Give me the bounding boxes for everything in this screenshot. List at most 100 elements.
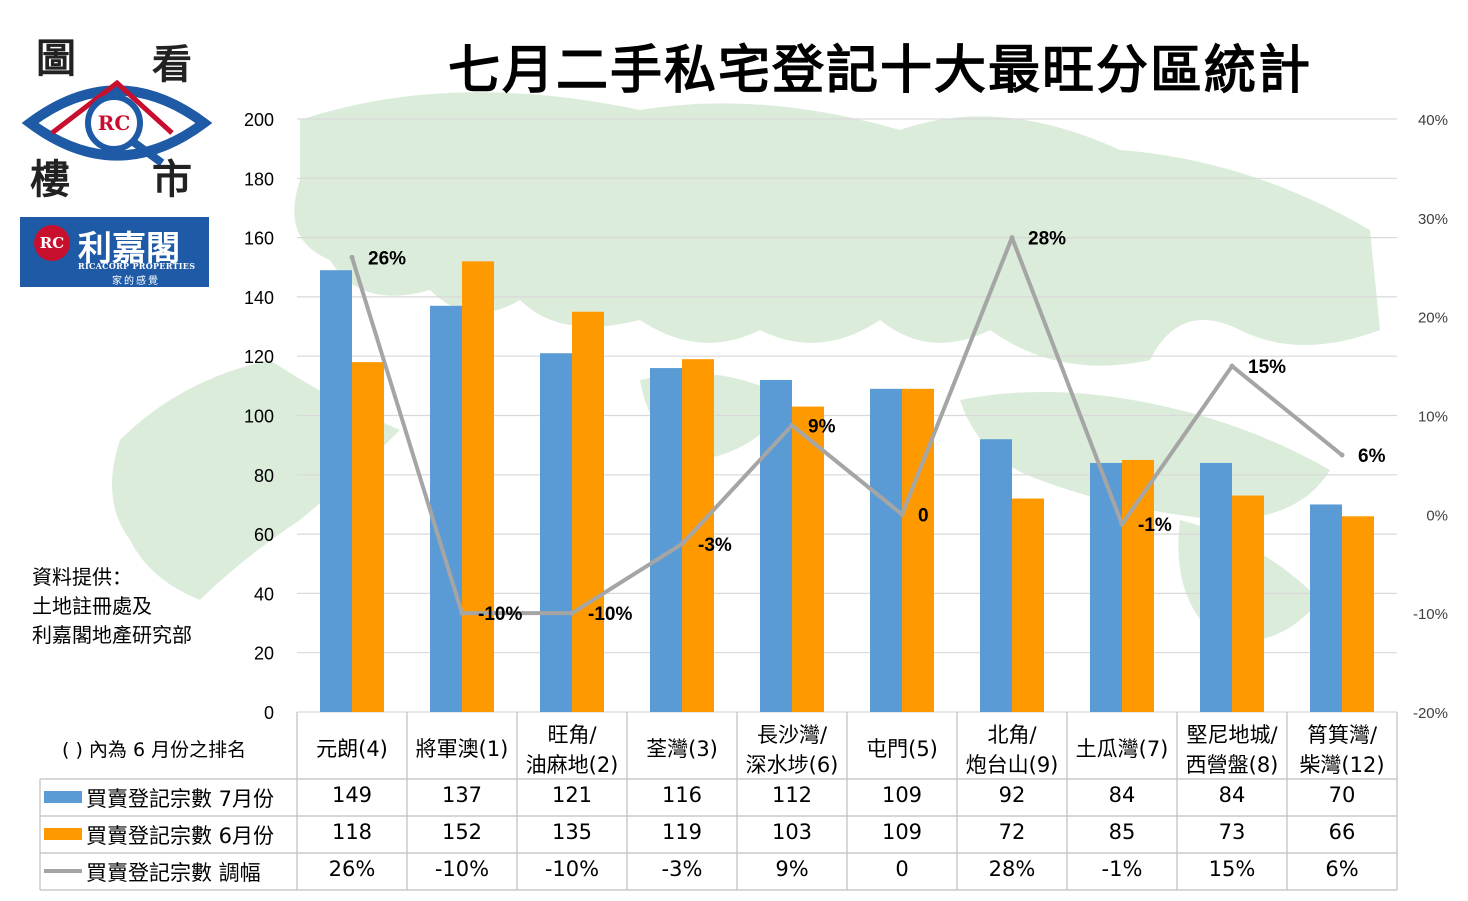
brand-mark-icon: RC [34, 225, 70, 261]
bar-july-3 [540, 353, 572, 712]
category-label: 將軍澳(1) [415, 737, 509, 761]
category-label: 筲箕灣/ [1306, 723, 1378, 747]
table-value-cell: -1% [1101, 857, 1143, 881]
change-data-label-2: -10% [478, 604, 522, 625]
bar-june-10 [1342, 516, 1374, 712]
change-data-label-8: -1% [1138, 515, 1172, 536]
table-value-cell: 109 [881, 820, 923, 844]
bar-june-7 [1012, 498, 1044, 712]
y-tick-label: 160 [244, 229, 274, 249]
brand-badge: RC 利嘉閣 RICACORP PROPERTIES 家的感覺 [20, 217, 209, 287]
y2-tick-label: 30% [1418, 211, 1448, 228]
table-value-cell: 84 [1218, 783, 1246, 807]
source-note: 資料提供： 土地註冊處及 利嘉閣地產研究部 [32, 563, 192, 650]
brand-english-name: RICACORP PROPERTIES [78, 261, 196, 271]
change-data-label-10: 6% [1358, 446, 1386, 467]
change-data-label-1: 26% [368, 248, 406, 269]
y-tick-label: 100 [244, 407, 274, 427]
bar-june-6 [902, 388, 934, 712]
table-value-cell: 0 [895, 857, 909, 881]
category-label: 柴灣(12) [1299, 753, 1385, 777]
bar-july-6 [870, 388, 902, 712]
change-data-label-5: 9% [808, 416, 836, 437]
table-value-cell: 92 [998, 783, 1026, 807]
category-label: 油麻地(2) [525, 753, 619, 777]
category-label: 北角/ [987, 723, 1037, 747]
change-point-1 [349, 254, 355, 260]
logo: RC 圖 看 樓 市 [21, 35, 213, 203]
legend-swatch-july [44, 791, 82, 803]
change-point-7 [1009, 235, 1015, 241]
category-label: 荃灣(3) [646, 737, 718, 761]
table-value-cell: 119 [661, 820, 703, 844]
y2-tick-label: -20% [1413, 705, 1448, 722]
change-point-9 [1229, 363, 1235, 369]
category-label: 深水埗(6) [745, 753, 839, 777]
bar-july-2 [430, 305, 462, 712]
category-label: 西營盤(8) [1185, 753, 1279, 777]
table-value-cell: 116 [661, 783, 703, 807]
change-data-label-3: -10% [588, 604, 632, 625]
svg-text:樓: 樓 [30, 156, 70, 203]
category-label: 旺角/ [547, 723, 597, 747]
change-data-label-7: 28% [1028, 229, 1066, 250]
table-value-cell: 15% [1208, 857, 1256, 881]
legend-swatch-june [44, 828, 82, 840]
table-value-cell: -10% [434, 857, 490, 881]
chart-title: 七月二手私宅登記十大最旺分區統計 [447, 41, 1312, 101]
svg-text:看: 看 [152, 41, 192, 88]
table-value-cell: 73 [1218, 820, 1246, 844]
category-label: 元朗(4) [316, 737, 388, 761]
change-point-5 [789, 422, 795, 428]
table-value-cell: -3% [661, 857, 703, 881]
table-value-cell: 112 [771, 783, 813, 807]
change-point-8 [1119, 521, 1125, 527]
y-tick-label: 180 [244, 169, 274, 189]
table-value-cell: 6% [1325, 857, 1359, 881]
y2-tick-label: 0% [1426, 507, 1448, 524]
change-point-10 [1339, 452, 1345, 458]
table-value-cell: 149 [331, 783, 373, 807]
table-value-cell: 28% [988, 857, 1036, 881]
table-value-cell: 66 [1328, 820, 1356, 844]
bar-july-1 [320, 270, 352, 712]
source-line-2: 土地註冊處及 [32, 594, 152, 618]
bar-july-10 [1310, 504, 1342, 712]
y-tick-label: 0 [264, 703, 274, 723]
change-point-2 [459, 610, 465, 616]
y2-tick-label: 10% [1418, 409, 1448, 426]
rank-note: ( ) 內為 6 月份之排名 [62, 739, 247, 761]
change-point-6 [899, 511, 905, 517]
legend-row-label: 買賣登記宗數 7月份 [86, 787, 275, 811]
table-grid [39, 712, 1398, 891]
change-point-3 [569, 610, 575, 616]
legend-row-label: 買賣登記宗數 調幅 [86, 861, 261, 885]
category-label: 炮台山(9) [965, 753, 1059, 777]
table-value-cell: -10% [544, 857, 600, 881]
table-value-cell: 84 [1108, 783, 1136, 807]
svg-text:市: 市 [152, 156, 192, 203]
bar-july-8 [1090, 462, 1122, 712]
table-value-cell: 121 [551, 783, 593, 807]
table-value-cell: 137 [441, 783, 483, 807]
y-tick-label: 60 [254, 525, 274, 545]
eye-logo-icon: RC 圖 看 樓 市 [21, 35, 213, 203]
category-label: 長沙灣/ [756, 723, 828, 747]
category-label: 土瓜灣(7) [1075, 737, 1169, 761]
source-line-3: 利嘉閣地產研究部 [32, 623, 192, 647]
svg-text:RC: RC [98, 111, 131, 135]
y2-tick-label: 40% [1418, 112, 1448, 129]
table-value-cell: 118 [331, 820, 373, 844]
y-tick-label: 200 [244, 110, 274, 130]
y-tick-label: 20 [254, 644, 274, 664]
brand-slogan: 家的感覺 [112, 276, 160, 287]
map-shape [960, 392, 1330, 520]
table-value-cell: 72 [998, 820, 1026, 844]
y2-tick-label: 20% [1418, 310, 1448, 327]
bar-july-4 [650, 368, 682, 712]
bar-july-9 [1200, 462, 1232, 712]
table-value-cell: 103 [771, 820, 813, 844]
change-polyline [350, 235, 1344, 616]
table-value-cell: 9% [775, 857, 809, 881]
